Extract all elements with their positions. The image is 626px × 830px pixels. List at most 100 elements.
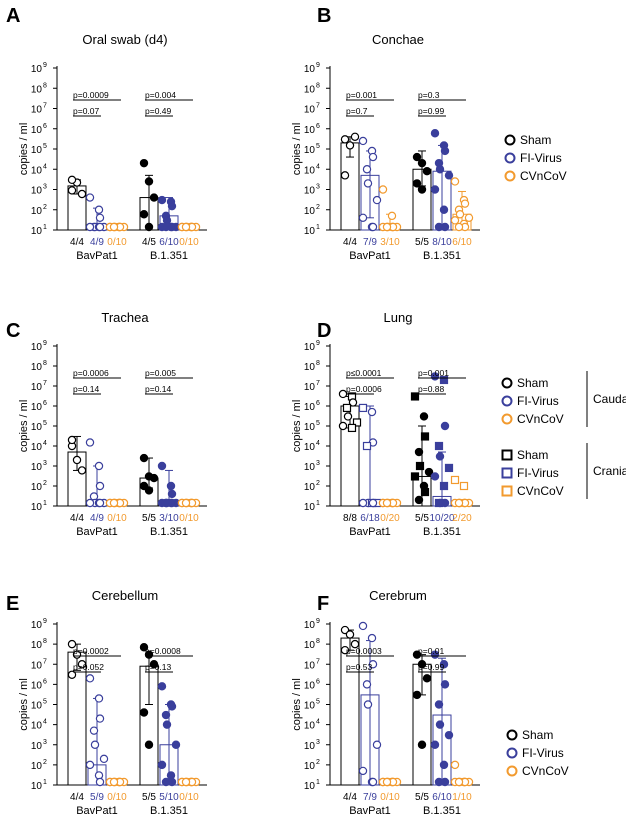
legend-top: Sham FI-Virus CVnCoV (504, 133, 567, 183)
data-point (417, 660, 427, 669)
y-tick-exponent: 5 (43, 699, 47, 706)
data-point (368, 777, 378, 787)
data-point (412, 152, 422, 162)
data-point (378, 185, 388, 194)
y-tick-exponent: 8 (43, 638, 47, 645)
data-point (460, 199, 470, 208)
data-point (161, 777, 171, 787)
legend-group-label: Caudal (593, 392, 626, 406)
y-tick-label: 10 (31, 701, 43, 712)
data-point (358, 136, 368, 146)
y-tick-exponent: 2 (316, 204, 320, 211)
data-point (340, 645, 350, 655)
data-point (77, 660, 87, 669)
data-point (439, 760, 449, 770)
panel-letter: A (6, 5, 20, 27)
pvalue-label: p=0.0003 (346, 646, 382, 656)
data-point (67, 435, 77, 445)
pvalue-label: p=0.13 (145, 662, 172, 672)
data-point (144, 740, 154, 749)
data-point (94, 694, 104, 703)
y-tick-label: 10 (31, 125, 43, 136)
panel-title: Lung (384, 310, 413, 325)
y-tick-label: 10 (304, 680, 316, 691)
pvalue-label: p=0.01 (418, 646, 445, 656)
data-point (95, 714, 105, 723)
y-tick-exponent: 1 (316, 500, 320, 507)
bar-sham (340, 637, 360, 786)
data-point (149, 660, 159, 669)
y-tick-exponent: 9 (316, 618, 320, 625)
count-label: 4/4 (70, 792, 84, 803)
data-point (435, 720, 445, 729)
y-tick-label: 10 (31, 226, 43, 237)
data-point (67, 639, 77, 649)
legend-circle-icon (504, 170, 516, 182)
y-tick-label: 10 (31, 680, 43, 691)
y-tick-exponent: 6 (316, 678, 320, 685)
pvalue-label: p≤0.0001 (346, 368, 382, 378)
data-point (340, 171, 350, 180)
y-tick-label: 10 (304, 226, 316, 237)
data-point (422, 167, 432, 176)
y-tick-label: 10 (304, 761, 316, 772)
y-tick-label: 10 (304, 382, 316, 393)
y-tick-exponent: 8 (316, 638, 320, 645)
legend-label: Sham (517, 448, 548, 462)
y-tick-label: 10 (31, 145, 43, 156)
group-label: B.1.351 (150, 526, 188, 538)
data-point (144, 222, 154, 232)
legend-circle-icon (504, 152, 516, 164)
panel-letter: B (317, 5, 331, 27)
legend-cranial: Sham FI-Virus CVnCoV Cranial (501, 443, 626, 499)
y-axis-label: copies / ml (291, 678, 303, 731)
data-point (362, 441, 372, 451)
legend-label: CVnCoV (520, 169, 567, 183)
y-tick-label: 10 (304, 186, 316, 197)
pvalue-label: p=0.7 (346, 106, 368, 116)
data-point (372, 740, 382, 749)
count-label: 5/5 (415, 237, 429, 248)
data-point (95, 498, 105, 508)
legend-circle-icon (501, 377, 513, 389)
y-tick-exponent: 9 (316, 62, 320, 69)
y-tick-exponent: 7 (43, 103, 47, 110)
legend-label: FI-Virus (522, 746, 564, 760)
y-tick-exponent: 6 (43, 123, 47, 130)
group-label: BavPat1 (349, 805, 391, 817)
data-point (89, 726, 99, 735)
data-point (166, 481, 176, 491)
data-point (85, 438, 95, 447)
y-tick-label: 10 (304, 781, 316, 792)
y-tick-label: 10 (304, 741, 316, 752)
legend-label: Sham (517, 376, 548, 390)
data-point (382, 222, 392, 232)
data-point (382, 777, 392, 787)
y-tick-exponent: 4 (316, 719, 320, 726)
data-point (166, 771, 176, 780)
data-point (139, 643, 149, 652)
data-point (94, 461, 104, 471)
y-tick-exponent: 1 (43, 224, 47, 231)
data-point (439, 375, 449, 385)
pvalue-label: p=0.07 (73, 106, 100, 116)
y-tick-exponent: 5 (43, 420, 47, 427)
data-point (362, 165, 372, 174)
data-point (167, 201, 177, 211)
y-tick-label: 10 (304, 402, 316, 413)
pvalue-label: p=0.0006 (346, 384, 382, 394)
y-tick-exponent: 2 (316, 759, 320, 766)
y-tick-label: 10 (31, 660, 43, 671)
group-label: BavPat1 (349, 526, 391, 538)
data-point (450, 760, 460, 770)
y-tick-label: 10 (304, 462, 316, 473)
data-point (67, 186, 77, 195)
y-tick-exponent: 4 (316, 163, 320, 170)
count-label: 4/5 (142, 237, 156, 248)
count-label: 1/10 (452, 792, 472, 803)
data-point (95, 213, 105, 223)
data-point (85, 674, 95, 683)
count-label: 4/9 (90, 513, 104, 524)
pvalue-label: p=0.88 (418, 384, 445, 394)
